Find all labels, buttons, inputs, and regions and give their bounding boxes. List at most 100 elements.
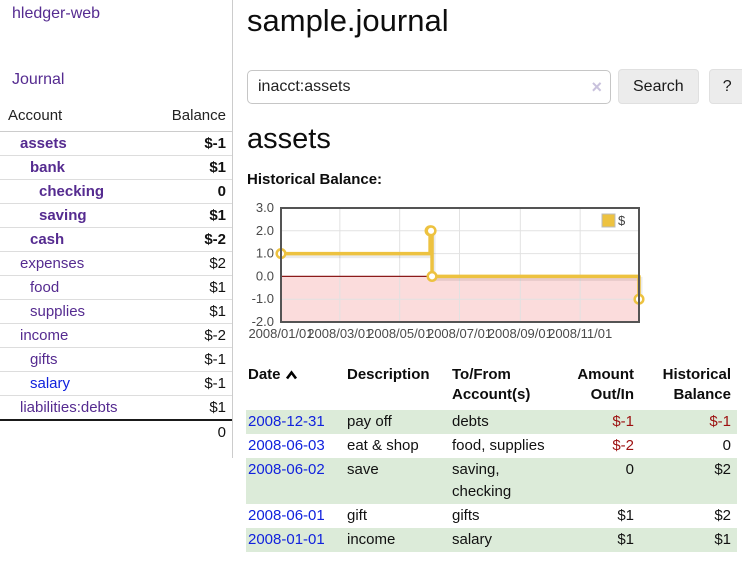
sidebar-account-link-supplies[interactable]: supplies [30, 303, 86, 320]
accounts-header-balance: Balance [146, 104, 232, 132]
search-form: × Search ? [247, 69, 742, 104]
transaction-date-link[interactable]: 2008-01-01 [248, 531, 325, 548]
account-row: bank $1 [0, 155, 232, 180]
register-cell-amount: $-1 [709, 413, 731, 430]
main-content: sample.journal × Search ? assets Histori… [246, 0, 742, 582]
sidebar-account-link-bank[interactable]: bank [30, 159, 66, 176]
account-balance: $1 [209, 399, 226, 416]
y-axis-tick-label: 2.0 [256, 223, 274, 238]
register-cell: gift [347, 507, 368, 524]
transaction-date-link[interactable]: 2008-06-01 [248, 507, 325, 524]
register-cell-amount: $2 [714, 507, 731, 524]
transaction-date-link[interactable]: 2008-12-31 [248, 413, 325, 430]
x-axis-tick-label: 2008/07/01 [427, 326, 492, 341]
date-header-label: Date [248, 366, 281, 383]
account-row: checking 0 [0, 179, 232, 204]
register-cell: food, supplies [452, 437, 545, 454]
y-axis-tick-label: 0.0 [256, 268, 274, 283]
chart-title: Historical Balance: [247, 171, 383, 188]
accounts-total-row: 0 [0, 419, 232, 444]
data-point-marker [426, 270, 438, 282]
data-point-marker [425, 225, 437, 237]
help-button[interactable]: ? [708, 69, 742, 104]
amount-header-line1: Amount [577, 366, 634, 383]
account-balance: $1 [146, 203, 232, 228]
register-row: 2008-06-03 eat & shop food, supplies $-2 0 [246, 434, 737, 458]
account-balance: $-2 [146, 323, 232, 348]
legend-swatch [601, 213, 616, 228]
register-header-amount: Amount Out/In [562, 362, 640, 410]
sidebar-account-link-income[interactable]: income [20, 327, 69, 344]
account-balance: $-1 [146, 131, 232, 156]
y-axis-tick-label: 1.0 [256, 246, 274, 261]
account-row: income $-2 [0, 323, 232, 348]
register-table: Date Description To/From Account(s) Amou… [246, 362, 737, 552]
page-title: sample.journal [247, 3, 449, 38]
sidebar-account-link-checking[interactable]: checking [39, 183, 105, 200]
sidebar: hledger-web Journal Account Balance asse… [0, 0, 233, 458]
account-balance: $1 [146, 299, 232, 324]
balance-header-line2: Balance [673, 386, 731, 403]
register-header-date: Date [246, 362, 345, 410]
account-row: assets $-1 [0, 131, 232, 156]
register-header-accounts: To/From Account(s) [450, 362, 562, 410]
register-cell-amount: 0 [722, 437, 731, 454]
account-row: gifts $-1 [0, 347, 232, 372]
register-cell-amount: 0 [625, 461, 634, 478]
register-cell-amount: $2 [714, 461, 731, 478]
account-row: saving $1 [0, 203, 232, 228]
account-heading: assets [247, 123, 331, 155]
register-cell-amount: $1 [714, 531, 731, 548]
clear-search-icon[interactable]: × [591, 76, 602, 97]
register-row: 2008-01-01 income salary $1 $1 [246, 528, 737, 552]
account-row: expenses $2 [0, 251, 232, 276]
account-balance: $-1 [146, 371, 232, 396]
register-cell-amount: $1 [617, 531, 634, 548]
x-axis-tick-label: 2008/05/01 [367, 326, 432, 341]
sidebar-account-link-salary[interactable]: salary [30, 375, 71, 392]
account-row: liabilities:debts $1 [0, 396, 232, 421]
brand-link[interactable]: hledger-web [12, 5, 101, 22]
x-axis-tick-label: 2008/01/01 [248, 326, 313, 341]
accounts-table: Account Balance assets $-1 bank $1 checking 0… [0, 104, 232, 444]
accounts-total-value: 0 [146, 419, 232, 444]
accounts-header-row: Account Balance [0, 104, 232, 132]
account-balance: $-1 [146, 347, 232, 372]
sidebar-account-link-assets[interactable]: assets [20, 135, 67, 152]
search-input-wrap: × [247, 69, 611, 104]
transaction-date-link[interactable]: 2008-06-02 [248, 461, 325, 478]
register-cell: salary [452, 531, 493, 548]
accounts-header-line2: Account(s) [452, 386, 531, 403]
sidebar-account-link-food[interactable]: food [30, 279, 60, 296]
legend-label: $ [618, 213, 626, 228]
register-cell: pay off [347, 413, 392, 430]
register-cell: debts [452, 413, 489, 430]
accounts-header-line1: To/From [452, 366, 511, 383]
account-balance: $-2 [146, 227, 232, 252]
historical-balance-chart: $3.0 2.0 1.0 0.0 -1.0 -2.02008/01/012008/03/0… [248, 200, 645, 341]
sidebar-account-link-liabilities-debts[interactable]: liabilities:debts [20, 399, 118, 416]
register-cell: save [347, 461, 379, 478]
register-cell-amount: $-2 [612, 437, 634, 454]
account-balance: 0 [146, 179, 232, 204]
search-input[interactable] [247, 69, 611, 104]
amount-header-line2: Out/In [590, 386, 634, 403]
sort-ascending-icon [285, 366, 298, 386]
account-balance: $1 [146, 275, 232, 300]
register-cell-amount: $1 [617, 507, 634, 524]
register-row: 2008-06-02 save saving, checking 0 $2 [246, 458, 737, 504]
register-row: 2008-12-31 pay off debts $-1 $-1 [246, 410, 737, 434]
sidebar-account-link-cash[interactable]: cash [30, 231, 65, 248]
register-cell: eat & shop [347, 437, 419, 454]
search-button[interactable]: Search [618, 69, 699, 104]
transaction-date-link[interactable]: 2008-06-03 [248, 437, 325, 454]
account-balance: $2 [146, 251, 232, 276]
sidebar-account-link-saving[interactable]: saving [39, 207, 87, 224]
register-cell: gifts [452, 507, 480, 524]
plot-border [280, 207, 640, 323]
sidebar-account-link-gifts[interactable]: gifts [30, 351, 58, 368]
x-axis-tick-label: 2008/09/01 [488, 326, 553, 341]
y-axis-tick-label: 3.0 [256, 200, 274, 215]
sidebar-item-journal[interactable]: Journal [12, 71, 65, 88]
sidebar-account-link-expenses[interactable]: expenses [20, 255, 85, 272]
